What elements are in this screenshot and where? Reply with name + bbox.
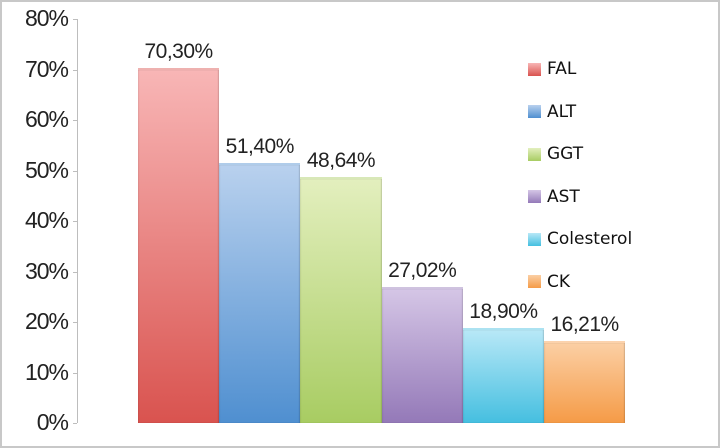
y-tick-label: 10% bbox=[24, 358, 69, 385]
legend-label: Colesterol bbox=[547, 229, 633, 250]
legend: FAL ALT GGT AST Colesterol CK bbox=[528, 48, 632, 303]
y-axis-line bbox=[77, 19, 78, 423]
y-tick-label: 70% bbox=[24, 55, 69, 82]
legend-swatch-icon bbox=[528, 62, 541, 76]
bar-value-label: 70,30% bbox=[144, 39, 213, 63]
legend-item-alt: ALT bbox=[528, 91, 632, 134]
y-tick-label: 40% bbox=[24, 207, 69, 233]
legend-label: AST bbox=[547, 186, 580, 207]
bar-alt bbox=[219, 163, 301, 423]
legend-label: GGT bbox=[547, 144, 584, 165]
y-tick-label: 20% bbox=[24, 308, 69, 334]
y-tick-mark bbox=[73, 372, 77, 374]
bar-value-label: 27,02% bbox=[388, 258, 457, 282]
bar-ck bbox=[544, 341, 626, 423]
bar-ast bbox=[381, 286, 463, 423]
legend-label: ALT bbox=[547, 101, 577, 122]
legend-item-ggt: GGT bbox=[528, 133, 632, 176]
y-tick-mark bbox=[73, 221, 77, 222]
legend-swatch-icon bbox=[528, 147, 541, 161]
y-tick-label: 0% bbox=[36, 409, 69, 435]
y-tick-label: 50% bbox=[24, 156, 69, 183]
y-tick-mark bbox=[73, 120, 77, 121]
bar-fal bbox=[138, 67, 220, 423]
y-tick-mark bbox=[73, 19, 77, 20]
bar-value-label: 51,40% bbox=[225, 135, 295, 159]
bar-value-label: 18,90% bbox=[469, 299, 538, 323]
legend-item-colesterol: Colesterol bbox=[528, 218, 632, 261]
legend-item-ast: AST bbox=[528, 176, 632, 219]
y-tick-label: 60% bbox=[24, 106, 69, 132]
legend-label: CK bbox=[547, 271, 571, 292]
y-tick-mark bbox=[73, 423, 77, 424]
legend-item-ck: CK bbox=[528, 261, 632, 304]
bar-colesterol bbox=[462, 327, 544, 423]
y-tick-mark bbox=[73, 69, 77, 71]
y-tick-label: 80% bbox=[24, 5, 69, 31]
bar-ggt bbox=[300, 177, 382, 423]
bar-value-label: 16,21% bbox=[550, 313, 619, 337]
legend-swatch-icon bbox=[528, 232, 541, 246]
y-tick-label: 30% bbox=[24, 257, 69, 284]
legend-item-fal: FAL bbox=[528, 48, 632, 91]
legend-swatch-icon bbox=[528, 275, 541, 289]
legend-label: FAL bbox=[547, 59, 577, 80]
y-tick-mark bbox=[73, 271, 77, 273]
y-tick-mark bbox=[73, 322, 77, 323]
legend-swatch-icon bbox=[528, 190, 541, 204]
legend-swatch-icon bbox=[528, 105, 541, 119]
bar-value-label: 48,64% bbox=[306, 149, 376, 173]
y-tick-mark bbox=[73, 170, 77, 172]
